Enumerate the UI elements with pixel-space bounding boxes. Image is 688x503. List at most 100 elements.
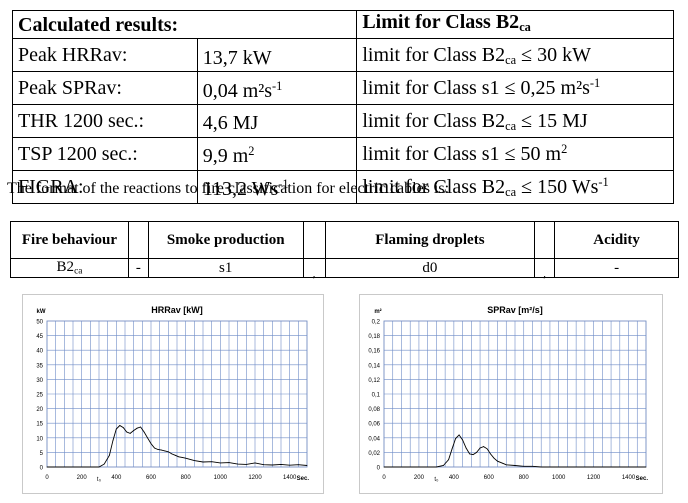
data-point (297, 464, 299, 466)
results-row: FIGRA: 113,2 Ws-1 limit for Class B2ca ≤ 1… (12, 169, 674, 204)
data-point (143, 431, 145, 433)
data-point (55, 466, 57, 468)
data-point (126, 431, 128, 433)
data-point (409, 466, 411, 468)
class-limit: limit for Class s1 ≤ 50 m2 (356, 136, 674, 171)
data-point (237, 463, 239, 465)
parameter-name: FIGRA: (12, 169, 198, 204)
x-tick-label: 1400 (622, 475, 636, 481)
data-point (401, 466, 402, 468)
data-point (157, 449, 159, 450)
data-point (161, 449, 162, 451)
data-point (154, 447, 155, 449)
data-point (540, 466, 542, 468)
smoke-production-header: Smoke production (147, 221, 304, 259)
results-row: Peak HRRav: 13,7 kW limit for Class B2ca ≤… (12, 38, 674, 72)
data-point (558, 466, 560, 468)
x-t0-marker: t₀ (97, 477, 102, 483)
y-axis-label: kW (37, 309, 46, 315)
fire-behaviour-header: Fire behaviour (10, 221, 129, 259)
data-point (486, 448, 488, 450)
data-point (103, 463, 105, 465)
data-point (490, 453, 491, 455)
data-point (462, 439, 463, 441)
acidity-value: - (554, 258, 679, 278)
x-tick-label: 1200 (248, 475, 262, 481)
y-tick-label: 10 (36, 436, 43, 442)
data-point (392, 466, 394, 468)
y-tick-label: 0 (377, 466, 381, 472)
data-point (645, 466, 647, 468)
data-point (442, 465, 444, 466)
x-tick-label: 1200 (587, 475, 601, 481)
results-row: THR 1200 sec.: 4,6 MJ limit for Class B2ca… (12, 103, 674, 138)
y-tick-label: 35 (36, 363, 43, 369)
y-tick-label: 0,16 (368, 349, 380, 355)
separator-comma-1: , (302, 258, 326, 280)
data-point (575, 466, 577, 468)
data-point (181, 456, 183, 458)
results-row: TSP 1200 sec.: 9,9 m2 limit for Class s1 ≤… (12, 136, 674, 171)
y-tick-label: 45 (36, 334, 43, 340)
data-point (63, 466, 65, 468)
data-point (628, 466, 629, 468)
data-point (133, 430, 135, 431)
y-tick-label: 20 (36, 407, 43, 413)
data-point (610, 466, 612, 468)
data-point (109, 454, 110, 456)
y-tick-label: 50 (36, 320, 43, 326)
class-limit: limit for Class B2ca ≤ 15 MJ (356, 103, 674, 138)
acidity-header: Acidity (554, 221, 679, 259)
data-point (150, 443, 152, 445)
data-point (89, 466, 91, 468)
parameter-name: Peak HRRav: (12, 38, 198, 72)
data-point (193, 460, 195, 461)
y-tick-label: 0,04 (368, 436, 380, 442)
x-tick-label: 800 (181, 475, 192, 481)
data-point (505, 464, 507, 466)
data-point (228, 462, 230, 464)
data-point (211, 461, 213, 463)
data-point (436, 466, 437, 468)
data-point (164, 450, 166, 452)
y-tick-label: 0,12 (368, 378, 380, 384)
separator-dash: - (127, 258, 149, 278)
data-point (469, 453, 470, 455)
data-point (476, 452, 477, 453)
y-tick-label: 0,1 (372, 393, 381, 399)
data-point (280, 463, 282, 465)
data-point (72, 466, 74, 468)
data-point (115, 428, 117, 430)
data-point (289, 464, 291, 466)
x-tick-label: 1400 (283, 475, 297, 481)
data-point (455, 438, 457, 439)
x-tick-label: 600 (484, 475, 495, 481)
data-point (593, 466, 594, 468)
data-point (81, 466, 83, 468)
class-limit: limit for Class B2ca ≤ 150 Ws-1 (356, 169, 674, 204)
y-tick-label: 0,2 (372, 320, 381, 326)
data-point (458, 434, 460, 436)
y-tick-label: 0,18 (368, 334, 380, 340)
smoke-production-value: s1 (147, 258, 304, 278)
data-point (465, 447, 467, 449)
data-point (254, 462, 256, 464)
spr-chart-panel: 0 0,02 0,04 0,06 0,08 0,1 0,12 0,14 0,16 0,18 0,2 0… (359, 294, 663, 494)
parameter-name: THR 1200 sec.: (12, 103, 198, 138)
data-point (140, 426, 141, 428)
class-limit: limit for Class B2ca ≤ 30 kW (356, 38, 674, 72)
data-point (119, 425, 121, 426)
y-tick-label: 0,06 (368, 422, 380, 428)
data-point (263, 464, 265, 466)
data-point (493, 457, 495, 459)
data-point (523, 465, 525, 467)
data-point (532, 465, 533, 467)
data-point (502, 462, 504, 464)
data-point (167, 451, 169, 453)
y-tick-label: 30 (36, 378, 43, 384)
data-point (497, 460, 498, 462)
data-point (185, 457, 187, 459)
data-point (136, 427, 138, 429)
spr-chart: 0 0,02 0,04 0,06 0,08 0,1 0,12 0,14 0,16 0,18 0,2 0… (368, 305, 648, 483)
parameter-value: 9,9 m2 (196, 136, 358, 171)
